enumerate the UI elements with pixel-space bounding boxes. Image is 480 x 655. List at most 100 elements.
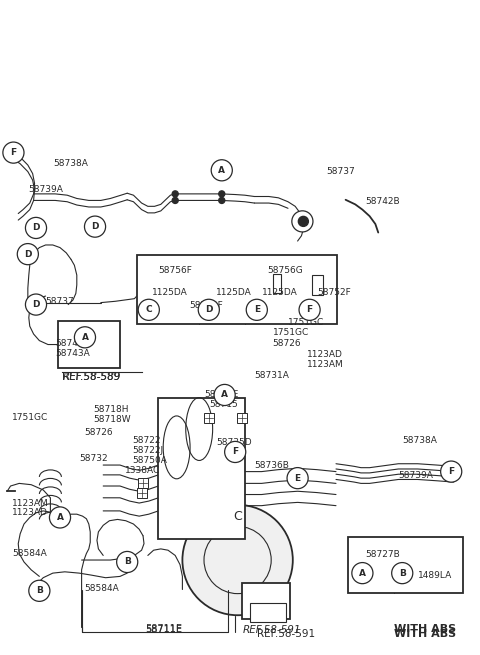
Text: F: F bbox=[307, 305, 312, 314]
Circle shape bbox=[117, 552, 138, 572]
Circle shape bbox=[225, 441, 246, 462]
Text: 1125DA: 1125DA bbox=[262, 288, 297, 297]
Text: 58711E: 58711E bbox=[144, 626, 182, 635]
Circle shape bbox=[352, 563, 373, 584]
Circle shape bbox=[441, 461, 462, 482]
Text: 58718H: 58718H bbox=[94, 405, 129, 414]
Text: REF.58-589: REF.58-589 bbox=[62, 372, 121, 383]
Text: 58715E: 58715E bbox=[204, 390, 239, 400]
Text: C: C bbox=[233, 510, 242, 523]
Text: 58727B: 58727B bbox=[365, 550, 399, 559]
Text: 1751GC: 1751GC bbox=[12, 413, 48, 422]
Text: B: B bbox=[36, 586, 43, 595]
Text: 58756F: 58756F bbox=[158, 266, 192, 275]
Bar bbox=[273, 274, 281, 293]
Circle shape bbox=[29, 580, 50, 601]
Text: 1489LA: 1489LA bbox=[418, 571, 452, 580]
Text: 58739A: 58739A bbox=[398, 471, 433, 480]
Bar bbox=[312, 275, 323, 295]
Text: B: B bbox=[124, 557, 131, 567]
Text: 58756G: 58756G bbox=[267, 266, 303, 275]
Text: 1751GC: 1751GC bbox=[273, 328, 309, 337]
Text: 58726: 58726 bbox=[273, 339, 301, 348]
Circle shape bbox=[246, 299, 267, 320]
FancyBboxPatch shape bbox=[238, 413, 247, 423]
Text: 1123AD: 1123AD bbox=[307, 350, 343, 359]
Bar bbox=[250, 603, 286, 622]
Circle shape bbox=[287, 468, 308, 489]
Circle shape bbox=[292, 211, 313, 232]
Text: A: A bbox=[218, 166, 225, 175]
Text: 58736B: 58736B bbox=[254, 460, 289, 470]
Text: A: A bbox=[57, 513, 63, 522]
Text: 58742B: 58742B bbox=[365, 196, 399, 206]
Text: 58738A: 58738A bbox=[54, 159, 89, 168]
Text: 58731A: 58731A bbox=[254, 371, 289, 381]
FancyBboxPatch shape bbox=[137, 487, 146, 498]
Text: 58743A: 58743A bbox=[55, 349, 90, 358]
Text: WITH ABS: WITH ABS bbox=[394, 624, 456, 634]
Circle shape bbox=[172, 197, 178, 204]
Text: 1125DA: 1125DA bbox=[152, 288, 187, 297]
Circle shape bbox=[299, 216, 308, 227]
Text: 58726: 58726 bbox=[84, 428, 113, 437]
Circle shape bbox=[25, 217, 47, 238]
Text: 1123AM: 1123AM bbox=[307, 360, 344, 369]
Text: A: A bbox=[221, 390, 228, 400]
Text: C: C bbox=[145, 305, 152, 314]
Circle shape bbox=[172, 191, 178, 197]
Circle shape bbox=[182, 505, 293, 615]
Circle shape bbox=[214, 384, 235, 405]
Circle shape bbox=[49, 507, 71, 528]
Text: 58739A: 58739A bbox=[28, 185, 63, 195]
Text: F: F bbox=[11, 148, 16, 157]
Text: 1125DA: 1125DA bbox=[216, 288, 252, 297]
Text: F: F bbox=[448, 467, 454, 476]
Text: 58752F: 58752F bbox=[317, 288, 350, 297]
Text: REF.58-591: REF.58-591 bbox=[257, 629, 315, 639]
Circle shape bbox=[3, 142, 24, 163]
Text: A: A bbox=[82, 333, 88, 342]
Text: 1123AD: 1123AD bbox=[12, 508, 48, 517]
Text: B: B bbox=[399, 569, 406, 578]
Text: 58584A: 58584A bbox=[12, 549, 47, 558]
Circle shape bbox=[392, 563, 413, 584]
Text: 58715: 58715 bbox=[209, 400, 238, 409]
Circle shape bbox=[84, 216, 106, 237]
Circle shape bbox=[138, 299, 159, 320]
Circle shape bbox=[219, 191, 225, 197]
Text: 58738A: 58738A bbox=[402, 436, 437, 445]
Text: 58735D: 58735D bbox=[216, 438, 252, 447]
Text: 58737: 58737 bbox=[46, 297, 74, 306]
Circle shape bbox=[211, 160, 232, 181]
Text: D: D bbox=[91, 222, 99, 231]
Text: 58743B: 58743B bbox=[55, 339, 90, 348]
Bar bbox=[137, 255, 337, 324]
Bar bbox=[348, 537, 463, 593]
Text: E: E bbox=[254, 305, 260, 314]
Text: 58737: 58737 bbox=[326, 167, 355, 176]
Text: WITH ABS: WITH ABS bbox=[394, 629, 456, 639]
Text: REF.58-591: REF.58-591 bbox=[242, 626, 301, 635]
Circle shape bbox=[17, 244, 38, 265]
Circle shape bbox=[25, 294, 47, 315]
Text: D: D bbox=[32, 223, 40, 233]
Text: REF.58-589: REF.58-589 bbox=[62, 372, 120, 383]
Text: A: A bbox=[299, 217, 306, 226]
Text: E: E bbox=[295, 474, 300, 483]
Text: D: D bbox=[24, 250, 32, 259]
FancyBboxPatch shape bbox=[204, 413, 214, 423]
Text: 58732: 58732 bbox=[79, 454, 108, 463]
Bar bbox=[242, 583, 290, 619]
Text: 58722: 58722 bbox=[132, 436, 160, 445]
Text: D: D bbox=[205, 305, 213, 314]
Text: 58752F: 58752F bbox=[190, 301, 223, 310]
Circle shape bbox=[219, 197, 225, 204]
Bar bbox=[58, 321, 120, 368]
Text: 58718W: 58718W bbox=[94, 415, 131, 424]
FancyBboxPatch shape bbox=[138, 477, 148, 488]
Circle shape bbox=[299, 299, 320, 320]
Circle shape bbox=[198, 299, 219, 320]
Text: 58584A: 58584A bbox=[84, 584, 119, 593]
Text: A: A bbox=[359, 569, 366, 578]
